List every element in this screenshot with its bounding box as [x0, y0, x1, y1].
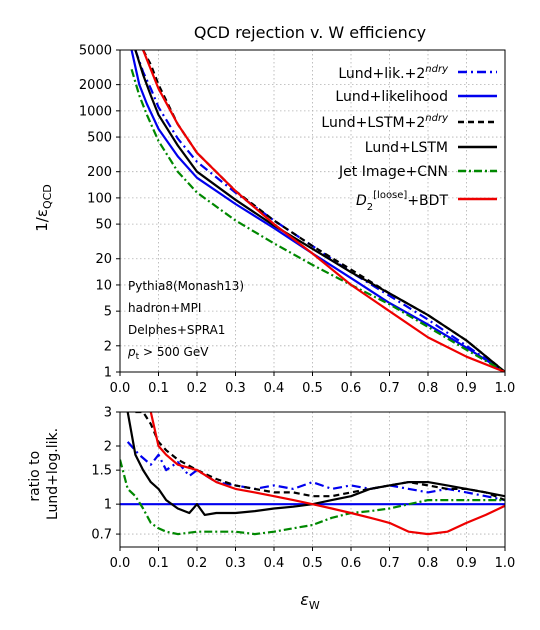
ratio-series-group [120, 412, 505, 536]
top-x-tick-label: 0.0 [110, 381, 131, 396]
annotation-box: Pythia8(Monash13) hadron+MPI Delphes+SPR… [127, 279, 244, 362]
ratio-x-tick-label: 0.4 [264, 556, 285, 571]
top-series-lund-lik-2-ndry [134, 50, 505, 372]
top-x-tick-label: 0.6 [341, 381, 362, 396]
top-y-axis-label: 1/εQCD [33, 184, 54, 232]
top-plot-panel: 0.0 0.1 0.2 0.3 0.4 0.5 0.6 0.7 0.8 0.9 1.0 1 2 5 10 20… [79, 44, 515, 397]
top-y-tick-label: 2000 [79, 78, 112, 93]
annotation-pt-cut: pt > 500 GeV [127, 345, 209, 362]
ratio-x-tick-label: 0.1 [148, 556, 169, 571]
ratio-x-tick-label: 0.7 [379, 556, 400, 571]
legend-label-d2-bdt: D2[loose]+BDT [356, 190, 448, 213]
ratio-series-lund-lik-2-ndry [126, 441, 505, 502]
top-x-tick-label: 0.5 [302, 381, 323, 396]
top-y-tick-label: 10 [95, 278, 112, 293]
legend-label-lund-lik-2ndry: Lund+lik.+2ndry [338, 64, 449, 82]
top-x-tick-label: 0.9 [456, 381, 477, 396]
ratio-y-tick-label: 3 [104, 406, 112, 421]
ratio-x-tick-label: 0.0 [110, 556, 131, 571]
top-x-tick-label: 1.0 [495, 381, 516, 396]
top-series-jet-image-cnn [130, 68, 505, 372]
top-series-d2-loose-bdt [142, 50, 505, 372]
ratio-series-lund-lstm-2-ndry [135, 412, 505, 502]
top-y-tick-label: 100 [87, 191, 112, 206]
ratio-x-tick-label: 0.5 [302, 556, 323, 571]
ratio-series-lund-lstm [126, 412, 505, 516]
legend-label-lund-likelihood: Lund+likelihood [335, 89, 448, 105]
top-y-tick-label: 5000 [79, 44, 112, 59]
ratio-y-tick-label: 1.5 [91, 464, 112, 479]
legend: Lund+lik.+2ndry Lund+likelihood Lund+LST… [321, 64, 497, 213]
top-y-tick-label: 500 [87, 131, 112, 146]
ratio-x-tick-label: 0.2 [187, 556, 208, 571]
top-series-lund-lstm [134, 50, 505, 372]
chart-title: QCD rejection v. W efficiency [194, 23, 426, 42]
legend-label-lund-lstm: Lund+LSTM [365, 140, 448, 156]
ratio-x-tick-label: 0.3 [225, 556, 246, 571]
top-y-tick-label: 200 [87, 165, 112, 180]
ratio-y-tick-label: 2 [104, 440, 112, 455]
ratio-series-jet-image-cnn [120, 459, 505, 536]
top-series-lund-likelihood [130, 50, 505, 372]
ratio-plot-panel: 0.0 0.1 0.2 0.3 0.4 0.5 0.6 0.7 0.8 0.9 1.0 0.7 1 1.5… [91, 406, 515, 572]
legend-label-lund-lstm-2ndry: Lund+LSTM+2ndry [321, 113, 449, 131]
top-x-tick-label: 0.2 [187, 381, 208, 396]
annotation-detector: Delphes+SPRA1 [128, 323, 225, 337]
ratio-x-tick-label: 0.8 [418, 556, 439, 571]
top-series-group [130, 50, 505, 372]
annotation-hadron: hadron+MPI [128, 301, 201, 315]
ratio-x-tick-label: 1.0 [495, 556, 516, 571]
top-x-tick-label: 0.1 [148, 381, 169, 396]
ratio-series-d2-loose-bdt [149, 412, 505, 536]
ratio-y-axis-label: ratio to Lund+log.lik. [27, 428, 61, 520]
annotation-generator: Pythia8(Monash13) [128, 279, 244, 293]
ratio-y-tick-label: 0.7 [91, 528, 112, 543]
top-x-tick-label: 0.3 [225, 381, 246, 396]
top-x-tick-label: 0.7 [379, 381, 400, 396]
ratio-x-tick-label: 0.9 [456, 556, 477, 571]
top-y-tick-label: 50 [95, 218, 112, 233]
top-y-tick-label: 1000 [79, 104, 112, 119]
top-y-tick-label: 1 [104, 366, 112, 381]
top-x-tick-label: 0.4 [264, 381, 285, 396]
top-y-tick-label: 5 [104, 305, 112, 320]
ratio-x-tick-label: 0.6 [341, 556, 362, 571]
legend-label-jet-image-cnn: Jet Image+CNN [338, 164, 448, 180]
top-y-tick-label: 2 [104, 339, 112, 354]
top-x-tick-label: 0.8 [418, 381, 439, 396]
ratio-y-tick-label: 1 [104, 498, 112, 513]
top-y-tick-label: 20 [95, 252, 112, 267]
x-axis-label: εW [300, 590, 320, 612]
